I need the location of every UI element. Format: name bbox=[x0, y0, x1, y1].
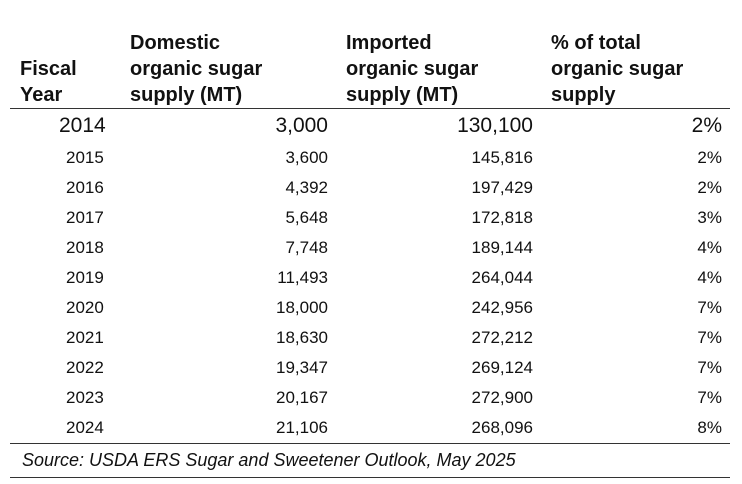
cell-percent: 8% bbox=[541, 413, 730, 444]
organic-sugar-supply-table: Fiscal Year Domestic organic sugar suppl… bbox=[10, 28, 730, 478]
source-row: Source: USDA ERS Sugar and Sweetener Out… bbox=[10, 443, 730, 478]
table-row: 2022 19,347 269,124 7% bbox=[10, 353, 730, 383]
table-header-row: Fiscal Year Domestic organic sugar suppl… bbox=[10, 28, 730, 109]
header-line: supply bbox=[551, 84, 616, 106]
cell-year: 2015 bbox=[66, 148, 104, 167]
table-row: 2014 3,000 130,100 2% bbox=[10, 109, 730, 144]
header-line: Imported bbox=[346, 32, 432, 54]
cell-year: 2021 bbox=[66, 328, 104, 347]
cell-domestic: 21,106 bbox=[120, 413, 336, 444]
cell-domestic: 3,600 bbox=[285, 148, 328, 167]
cell-imported: 272,212 bbox=[471, 328, 533, 347]
cell-domestic: 5,648 bbox=[285, 208, 328, 227]
cell-year: 2016 bbox=[66, 178, 104, 197]
cell-percent: 7% bbox=[697, 358, 722, 377]
cell-imported: 264,044 bbox=[471, 268, 533, 287]
header-imported-supply: Imported organic sugar supply (MT) bbox=[336, 28, 541, 109]
cell-percent: 7% bbox=[697, 298, 722, 317]
table-row: 2015 3,600 145,816 2% bbox=[10, 143, 730, 173]
cell-percent: 2% bbox=[697, 148, 722, 167]
cell-percent: 7% bbox=[697, 328, 722, 347]
cell-imported: 272,900 bbox=[471, 388, 533, 407]
cell-year: 2017 bbox=[66, 208, 104, 227]
table-row: 2021 18,630 272,212 7% bbox=[10, 323, 730, 353]
cell-imported: 268,096 bbox=[336, 413, 541, 444]
cell-imported: 172,818 bbox=[471, 208, 533, 227]
table-row: 2016 4,392 197,429 2% bbox=[10, 173, 730, 203]
cell-domestic: 18,630 bbox=[276, 328, 328, 347]
cell-year: 2023 bbox=[66, 388, 104, 407]
cell-percent: 4% bbox=[697, 268, 722, 287]
cell-imported: 145,816 bbox=[471, 148, 533, 167]
cell-year: 2019 bbox=[66, 268, 104, 287]
cell-percent: 3% bbox=[697, 208, 722, 227]
header-line: Domestic bbox=[130, 32, 221, 54]
cell-percent: 4% bbox=[697, 238, 722, 257]
cell-year: 2024 bbox=[10, 413, 120, 444]
header-line: organic sugar bbox=[346, 58, 479, 80]
cell-percent: 2% bbox=[691, 114, 722, 137]
table-row: 2017 5,648 172,818 3% bbox=[10, 203, 730, 233]
cell-domestic: 3,000 bbox=[275, 114, 328, 137]
header-line: supply (MT) bbox=[130, 84, 243, 106]
cell-percent: 7% bbox=[697, 388, 722, 407]
cell-imported: 130,100 bbox=[457, 114, 533, 137]
cell-year: 2022 bbox=[66, 358, 104, 377]
header-line: supply (MT) bbox=[346, 84, 459, 106]
cell-percent: 2% bbox=[697, 178, 722, 197]
header-line: organic sugar bbox=[130, 58, 263, 80]
table-row: 2019 11,493 264,044 4% bbox=[10, 263, 730, 293]
header-fiscal-year: Fiscal Year bbox=[10, 28, 120, 109]
table-row: 2024 21,106 268,096 8% bbox=[10, 413, 730, 444]
cell-imported: 189,144 bbox=[471, 238, 533, 257]
header-domestic-supply: Domestic organic sugar supply (MT) bbox=[120, 28, 336, 109]
source-note: Source: USDA ERS Sugar and Sweetener Out… bbox=[10, 443, 730, 478]
table-row: 2020 18,000 242,956 7% bbox=[10, 293, 730, 323]
cell-year: 2018 bbox=[66, 238, 104, 257]
header-percent-of-total: % of total organic sugar supply bbox=[541, 28, 730, 109]
cell-domestic: 18,000 bbox=[276, 298, 328, 317]
header-line: organic sugar bbox=[551, 58, 684, 80]
cell-year: 2020 bbox=[66, 298, 104, 317]
cell-year: 2014 bbox=[59, 114, 106, 137]
cell-domestic: 20,167 bbox=[276, 388, 328, 407]
cell-domestic: 11,493 bbox=[277, 268, 328, 287]
cell-domestic: 7,748 bbox=[285, 238, 328, 257]
cell-domestic: 19,347 bbox=[276, 358, 328, 377]
cell-imported: 242,956 bbox=[471, 298, 533, 317]
cell-imported: 269,124 bbox=[471, 358, 533, 377]
header-line: Fiscal bbox=[20, 58, 77, 80]
cell-domestic: 4,392 bbox=[285, 178, 328, 197]
organic-sugar-table-container: Fiscal Year Domestic organic sugar suppl… bbox=[10, 28, 730, 478]
header-line: % of total bbox=[551, 32, 641, 54]
header-line: Year bbox=[20, 84, 63, 106]
table-row: 2023 20,167 272,900 7% bbox=[10, 383, 730, 413]
table-row: 2018 7,748 189,144 4% bbox=[10, 233, 730, 263]
cell-imported: 197,429 bbox=[471, 178, 533, 197]
